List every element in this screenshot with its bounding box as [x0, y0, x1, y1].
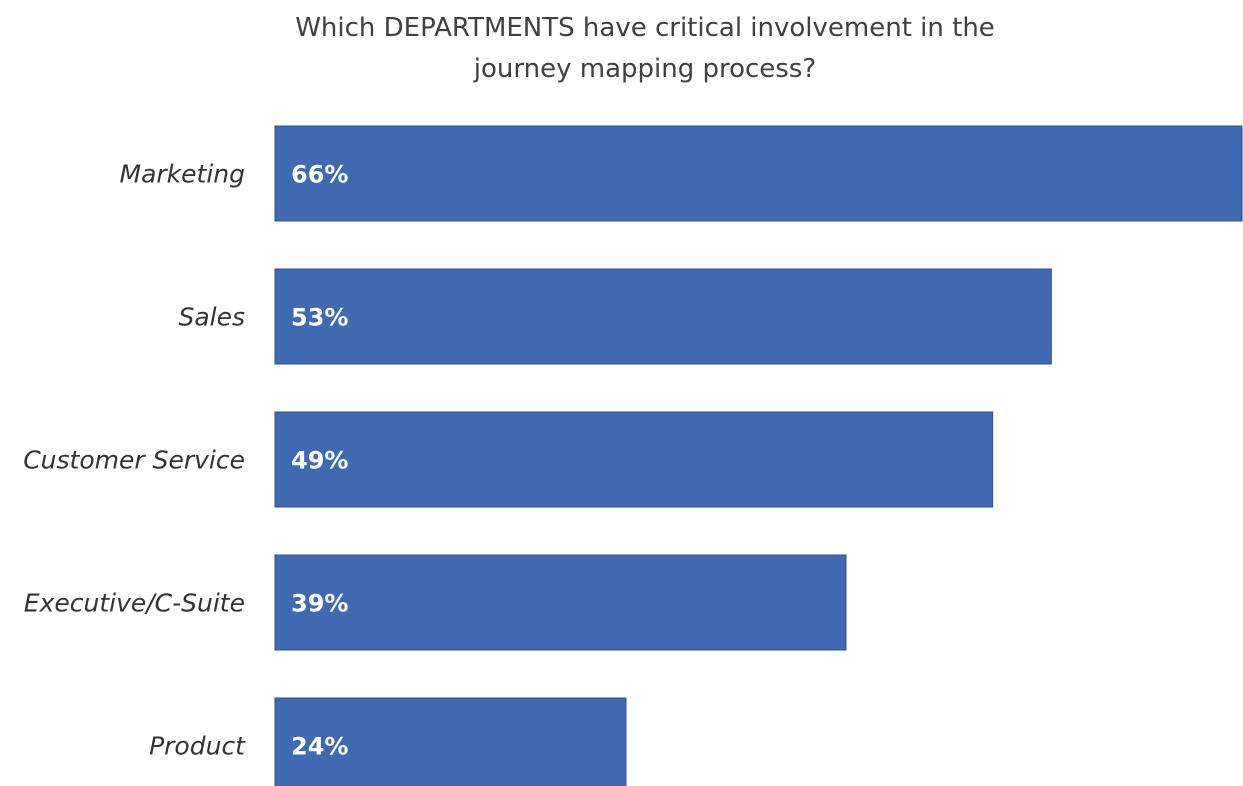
bars-layer: Marketing 66% Sales 53% Customer Service 49% E…: [23, 125, 1243, 786]
value-label-product: 24%: [291, 733, 348, 761]
bar-product: [274, 697, 627, 786]
value-label-executive-c-suite: 39%: [291, 590, 348, 618]
category-label-executive-c-suite: Executive/C-Suite: [24, 589, 245, 618]
bar-customer-service: [274, 411, 994, 508]
value-label-customer-service: 49%: [291, 447, 348, 475]
category-label-customer-service: Customer Service: [23, 446, 245, 475]
chart-title-line-2: journey mapping process?: [473, 54, 817, 84]
chart-title-line-1: Which DEPARTMENTS have critical involvem…: [295, 13, 995, 43]
bar-group-executive-c-suite: Executive/C-Suite 39%: [24, 554, 847, 651]
bar-group-product: Product 24%: [149, 697, 627, 786]
bar-group-marketing: Marketing 66%: [120, 125, 1243, 222]
bar-group-sales: Sales 53%: [178, 268, 1052, 365]
bar-group-customer-service: Customer Service 49%: [23, 411, 994, 508]
value-label-marketing: 66%: [291, 161, 348, 189]
category-label-sales: Sales: [178, 303, 245, 332]
bar-marketing: [274, 125, 1243, 222]
value-label-sales: 53%: [291, 304, 348, 332]
bar-sales: [274, 268, 1052, 365]
chart-title: Which DEPARTMENTS have critical involvem…: [200, 8, 1090, 90]
bar-executive-c-suite: [274, 554, 847, 651]
category-label-marketing: Marketing: [120, 160, 246, 189]
category-label-product: Product: [149, 732, 246, 761]
